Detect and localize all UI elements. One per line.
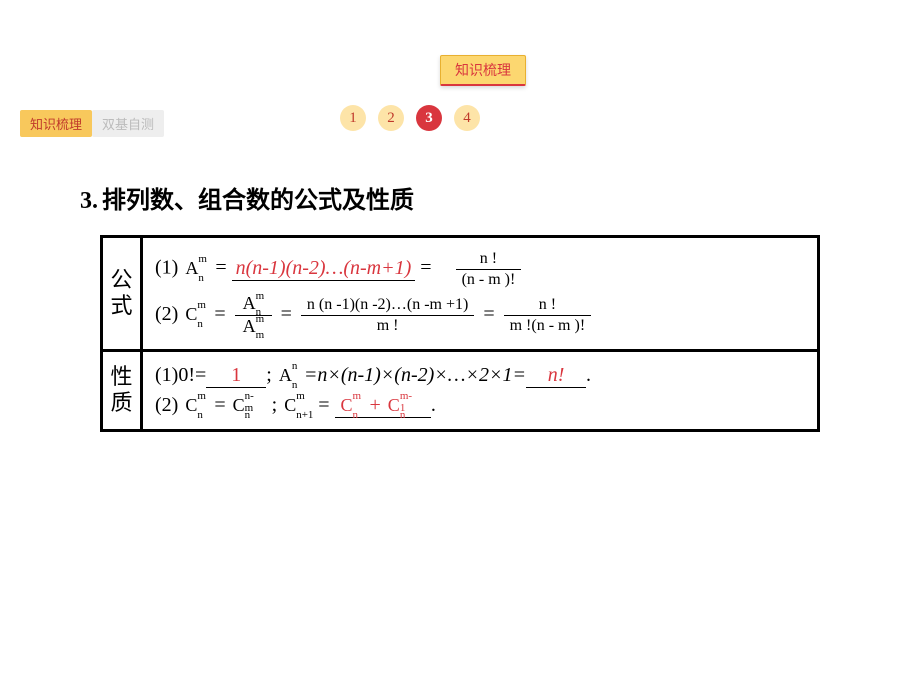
- f3b: m !(n - m )!: [504, 315, 592, 335]
- r2l2-b: ;: [272, 394, 283, 416]
- s3b: C: [284, 395, 296, 415]
- s3s: m: [296, 390, 305, 402]
- plus: +: [370, 394, 386, 416]
- fill-nfact: n!: [526, 364, 586, 388]
- heading: 3.排列数、组合数的公式及性质: [80, 180, 920, 215]
- page-num-1[interactable]: 1: [340, 105, 366, 131]
- page-num-3[interactable]: 3: [416, 105, 442, 131]
- eqc3: =: [483, 303, 499, 325]
- comb-sub: n: [197, 318, 203, 330]
- perm-frac-bot: (n - m )!: [456, 269, 522, 289]
- comb-f1-bot-sym: A m m: [243, 317, 256, 337]
- eqc1: =: [214, 303, 230, 325]
- s1u: n: [197, 409, 203, 421]
- eq1: =: [215, 257, 226, 279]
- perm-base: A: [185, 258, 198, 278]
- heading-number: 3.: [80, 188, 98, 214]
- eqp1: =: [214, 394, 230, 416]
- row-label-property: 性质: [102, 350, 142, 430]
- f1bu: m: [256, 329, 265, 341]
- fill-perm-formula: n(n-1)(n-2)…(n-m+1): [232, 257, 416, 281]
- f2b: m !: [301, 315, 474, 335]
- r1l1-prefix: (1): [155, 257, 178, 279]
- f1ts: m: [256, 290, 265, 302]
- perm-sup: m: [198, 253, 207, 265]
- tab-test[interactable]: 双基自测: [92, 110, 164, 137]
- perm-sub: n: [198, 272, 204, 284]
- s1s: m: [197, 390, 206, 402]
- f2t: n (n -1)(n -2)…(n -m +1): [301, 296, 474, 315]
- s3u: n+1: [296, 409, 313, 421]
- eqp2: =: [318, 394, 329, 416]
- annb: A: [279, 365, 292, 385]
- anns: n: [292, 360, 298, 372]
- tab-knowledge[interactable]: 知识梳理: [20, 110, 92, 137]
- s2b: C: [233, 395, 245, 415]
- page-num-2[interactable]: 2: [378, 105, 404, 131]
- comb-f1-top-sym: A m n: [243, 294, 256, 314]
- fill-pascal: C m n + C m-1 n: [335, 394, 431, 418]
- f1tb: A: [243, 293, 256, 313]
- ann-symbol: A n n: [279, 364, 292, 387]
- c-s4: C m n: [341, 394, 353, 417]
- comb-sup: m: [197, 299, 206, 311]
- comb-frac3: n ! m !(n - m )!: [504, 296, 592, 334]
- section-tab-top[interactable]: 知识梳理: [440, 55, 526, 86]
- comb-frac2: n (n -1)(n -2)…(n -m +1) m !: [301, 296, 474, 334]
- s2u: n: [245, 409, 251, 421]
- s4b: C: [341, 395, 353, 415]
- r2l1-d: .: [586, 364, 591, 386]
- r2l2-a: (2): [155, 394, 178, 416]
- eqc2: =: [281, 303, 297, 325]
- f3t: n !: [504, 296, 592, 315]
- r1l2-prefix: (2): [155, 303, 178, 325]
- s4u: n: [353, 409, 359, 421]
- page-numbers: 1 2 3 4: [340, 105, 480, 131]
- comb-symbol: C m n: [185, 303, 197, 326]
- c-s5: C m-1 n: [388, 394, 400, 417]
- left-tabs: 知识梳理 双基自测: [20, 110, 164, 137]
- f1bs: m: [256, 313, 265, 325]
- formula-cell: (1) A m n = n(n-1)(n-2)…(n-m+1) = n ! (n…: [142, 237, 819, 351]
- comb-base: C: [185, 304, 197, 324]
- perm-frac-top: n !: [456, 250, 522, 269]
- r2l2-c: .: [431, 394, 436, 416]
- s5u: n: [400, 409, 406, 421]
- s4s: m: [353, 390, 362, 402]
- perm-symbol: A m n: [185, 257, 198, 280]
- heading-text: 排列数、组合数的公式及性质: [102, 188, 414, 214]
- header-area: 知识梳理 知识梳理 双基自测 1 2 3 4: [0, 0, 920, 130]
- r2l1-b: ;: [266, 364, 272, 386]
- f1bb: A: [243, 316, 256, 336]
- r2l1-a: (1)0!=: [155, 364, 206, 386]
- comb-frac1: A m n A m m: [235, 294, 272, 337]
- c-s2: C n-m n: [233, 394, 245, 417]
- s1b: C: [185, 395, 197, 415]
- property-cell: (1)0!=1; A n n =n×(n-1)×(n-2)×…×2×1=n!. …: [142, 350, 819, 430]
- r2l1-c: =n×(n-1)×(n-2)×…×2×1=: [304, 364, 526, 386]
- c-s1: C m n: [185, 394, 197, 417]
- fill-0fact: 1: [206, 364, 266, 388]
- eq2: =: [420, 257, 431, 279]
- c-s3: C m n+1: [284, 394, 296, 417]
- perm-frac: n ! (n - m )!: [456, 250, 522, 288]
- formula-table: 公式 (1) A m n = n(n-1)(n-2)…(n-m+1) = n !…: [100, 235, 820, 432]
- s5b: C: [388, 395, 400, 415]
- row-label-formula: 公式: [102, 237, 142, 351]
- page-num-4[interactable]: 4: [454, 105, 480, 131]
